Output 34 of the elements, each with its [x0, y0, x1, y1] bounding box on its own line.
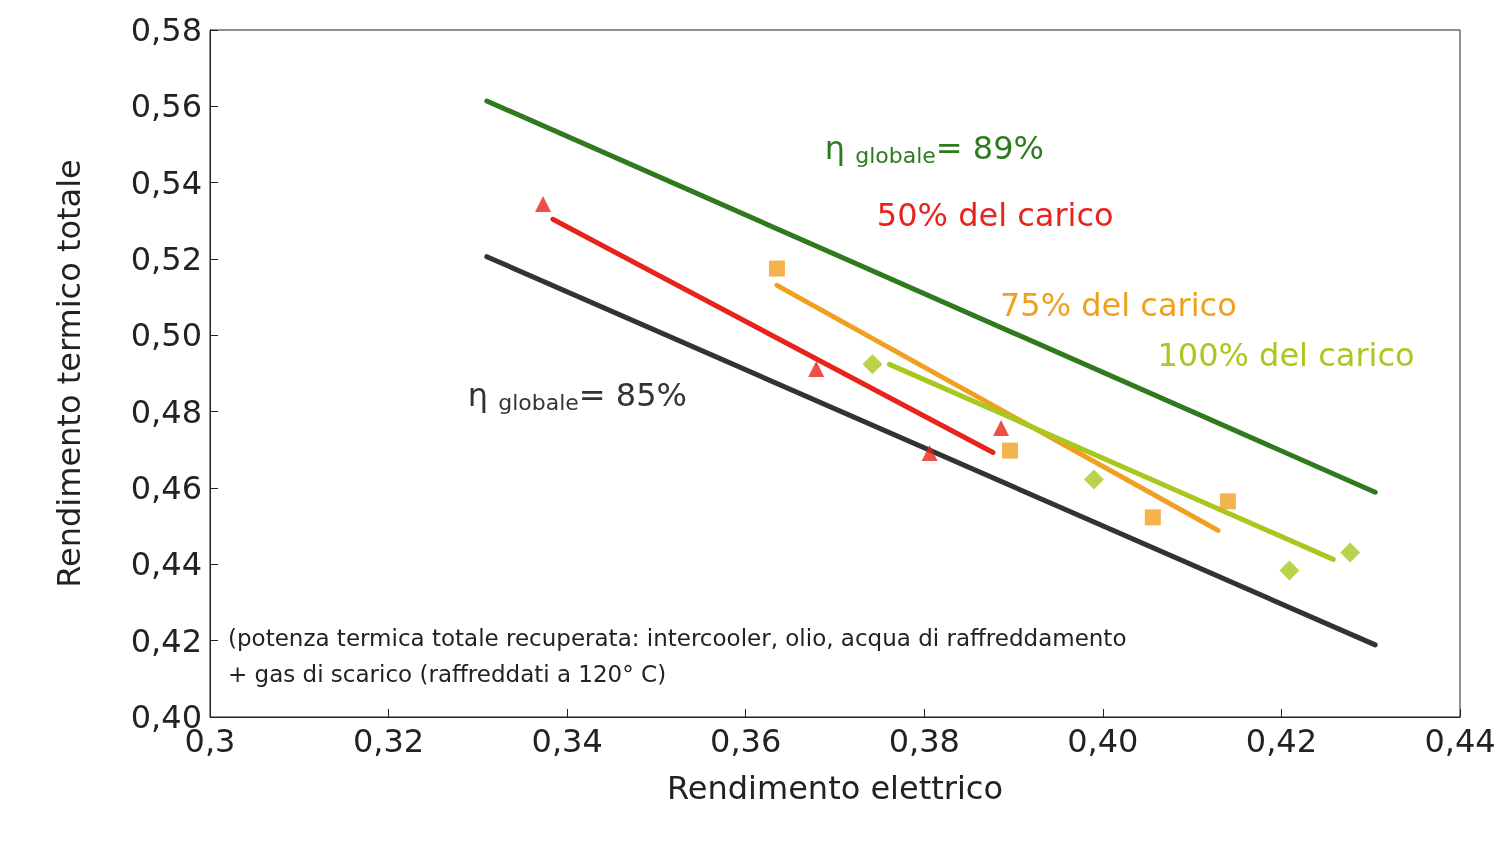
y-tick-label: 0,48 [130, 392, 202, 431]
point [1144, 509, 1161, 526]
point [808, 360, 825, 377]
point [1083, 469, 1104, 490]
y-axis-title: Rendimento termico totale [50, 159, 88, 588]
y-tick-label: 0,46 [130, 469, 202, 507]
y-tick-label: 0,50 [130, 316, 202, 355]
x-tick-label: 0,34 [531, 722, 603, 760]
x-tick-label: 0,32 [352, 722, 425, 760]
point [1002, 442, 1018, 459]
point [768, 260, 785, 277]
text: 50% del carico [876, 196, 1114, 235]
text: 100% del carico [1157, 336, 1415, 375]
y-tick-label: 0,52 [130, 240, 202, 278]
y-tick-label: 0,54 [130, 163, 202, 202]
x-tick-label: 0,38 [888, 722, 960, 760]
point [862, 354, 883, 375]
point [535, 196, 552, 213]
y-tick-label: 0,44 [130, 545, 202, 584]
x-axis-title: Rendimento elettrico [667, 769, 1003, 807]
x-tick-label: 0,44 [1424, 722, 1496, 760]
x-tick-label: 0,36 [710, 722, 782, 760]
y-tick-label: 0,56 [130, 87, 202, 126]
point [921, 444, 938, 461]
annotation: (potenza termica totale recuperata: intercooler, olio, acqua di raffreddamento + gas di scarico (raffreddati a 120° C) [228, 625, 1134, 687]
point [1219, 493, 1236, 510]
point [1340, 542, 1361, 563]
x-tick-label: 0,42 [1245, 722, 1318, 760]
point [993, 420, 1010, 437]
text: 75% del carico [999, 286, 1237, 325]
point [1279, 560, 1300, 581]
y-tick-label: 0,58 [130, 11, 202, 49]
x-tick-label: 0,40 [1067, 722, 1139, 760]
y-tick-label: 0,42 [130, 621, 202, 660]
